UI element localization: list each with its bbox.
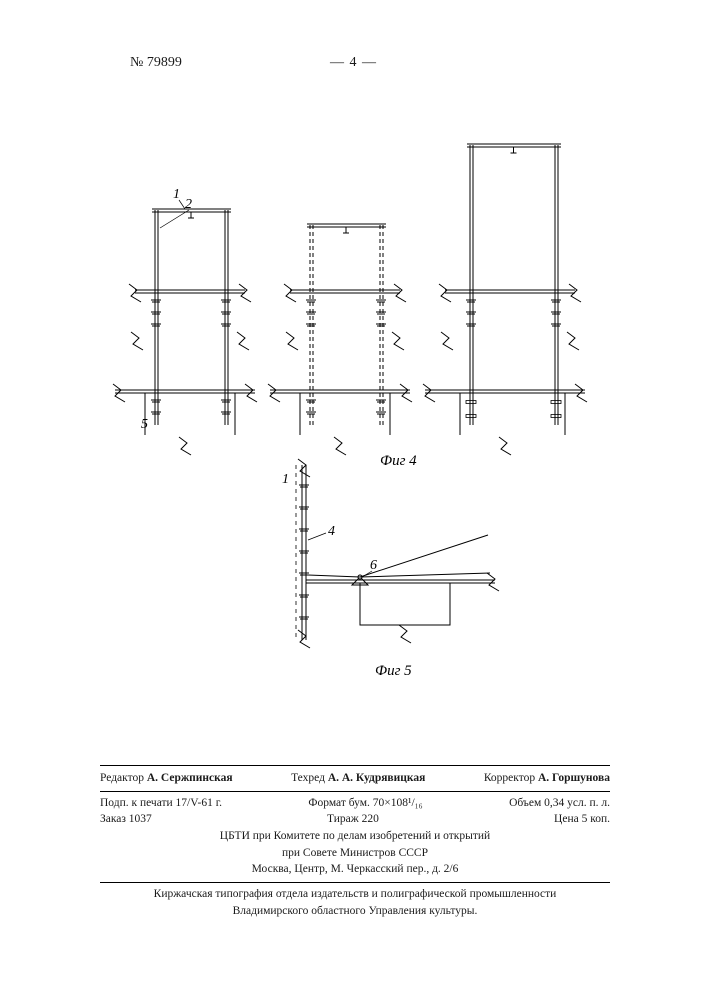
- printer-line-2: Владимирского областного Управления куль…: [100, 903, 610, 920]
- figure-5: 1 4 6 Фиг 5: [100, 455, 600, 685]
- volume: Объем 0,34 усл. п. л.: [509, 795, 610, 812]
- print-date: Подп. к печати 17/V-61 г.: [100, 795, 222, 812]
- svg-text:6: 6: [370, 558, 377, 573]
- figure-4: 12 5 Фиг 4: [100, 90, 600, 470]
- svg-text:1: 1: [173, 187, 180, 202]
- techred-label: Техред: [291, 772, 325, 784]
- printer-line-1: Киржачская типография отдела издательств…: [100, 886, 610, 903]
- svg-text:1: 1: [282, 472, 289, 487]
- org-line-1: ЦБТИ при Комитете по делам изобретений и…: [100, 828, 610, 845]
- editor-name: А. Сержпинская: [147, 772, 233, 784]
- figures-area: 125Фиг 4 146Фиг 5: [100, 90, 600, 685]
- org-line-2: при Совете Министров СССР: [100, 845, 610, 862]
- techred-name: А. А. Кудрявицкая: [328, 772, 426, 784]
- svg-text:4: 4: [328, 524, 335, 539]
- svg-text:Фиг 5: Фиг 5: [375, 663, 412, 679]
- price: Цена 5 коп.: [554, 811, 610, 828]
- tirage: Тираж 220: [327, 811, 379, 828]
- page-number: — 4 —: [330, 55, 377, 71]
- svg-text:5: 5: [141, 417, 148, 432]
- editor-label: Редактор: [100, 772, 144, 784]
- order-number: Заказ 1037: [100, 811, 152, 828]
- svg-text:Фиг 4: Фиг 4: [380, 453, 417, 469]
- colophon: Редактор А. Сержпинская Техред А. А. Куд…: [100, 765, 610, 919]
- corrector-name: А. Горшунова: [538, 772, 610, 784]
- address: Москва, Центр, М. Черкасский пер., д. 2/…: [100, 861, 610, 878]
- paper-format: Формат бум. 70×108¹/₁₆: [308, 795, 422, 812]
- doc-number: № 79899: [130, 55, 182, 71]
- credits-row: Редактор А. Сержпинская Техред А. А. Куд…: [100, 770, 610, 787]
- corrector-label: Корректор: [484, 772, 535, 784]
- svg-text:2: 2: [185, 197, 192, 212]
